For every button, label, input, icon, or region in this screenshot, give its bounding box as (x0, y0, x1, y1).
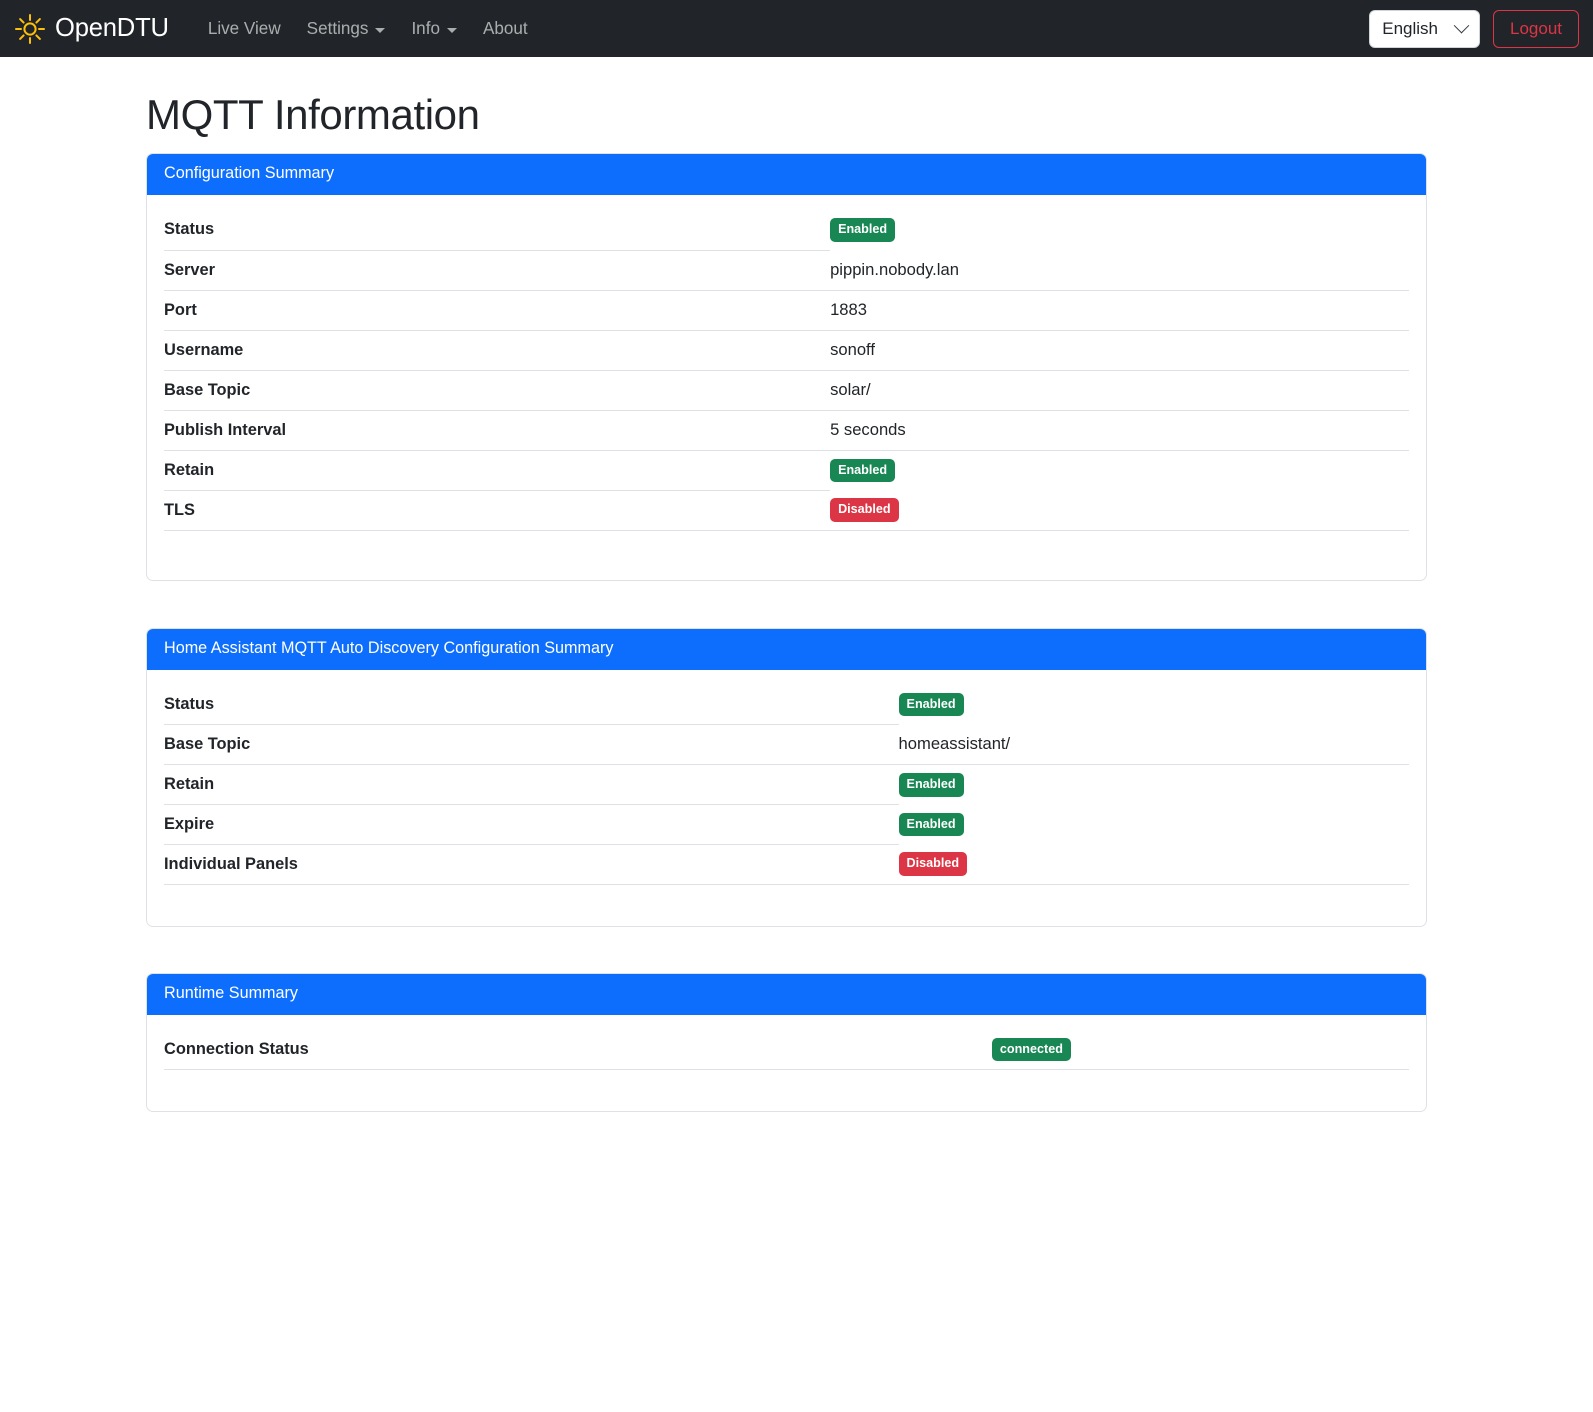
logout-button-label: Logout (1510, 18, 1562, 38)
card-bottom-padding (164, 1070, 1409, 1092)
nav-label-info: Info (411, 18, 440, 38)
card-bottom-padding (164, 885, 1409, 907)
status-badge: Enabled (898, 772, 964, 797)
card-spacer (0, 581, 1593, 628)
row-label: Server (164, 250, 831, 291)
row-value: Disabled (830, 490, 1409, 531)
row-value: Enabled (898, 685, 1409, 725)
row-label: Status (164, 684, 899, 726)
nav-item-info[interactable]: Info (398, 11, 470, 47)
table-row: Server pippin.nobody.lan (164, 250, 1409, 291)
table-row: Username sonoff (164, 330, 1409, 371)
status-badge: Enabled (830, 458, 896, 483)
home-assistant-summary-table: Status Enabled Base Topic homeassistant/… (164, 684, 1409, 886)
row-label: Status (164, 210, 831, 251)
row-value: Disabled (898, 844, 1409, 886)
row-label: Connection Status (164, 1029, 992, 1071)
card-header-home-assistant-summary: Home Assistant MQTT Auto Discovery Confi… (147, 628, 1426, 670)
row-label: Expire (164, 804, 899, 846)
language-select[interactable]: English (1369, 9, 1480, 48)
row-label: Port (164, 290, 831, 331)
table-row: Publish Interval 5 seconds (164, 410, 1409, 451)
row-label: Individual Panels (164, 844, 899, 886)
card-body-configuration-summary: Status Enabled Server pippin.nobody.lan … (147, 195, 1426, 580)
nav-links: Live View Settings Info About (195, 11, 541, 47)
table-row: Retain Enabled (164, 450, 1409, 491)
row-value: 5 seconds (830, 410, 1409, 451)
chevron-down-icon (1453, 17, 1470, 34)
card-runtime-summary: Runtime Summary Connection Status connec… (146, 973, 1427, 1113)
brand-link[interactable]: OpenDTU (14, 13, 169, 45)
status-badge: Disabled (830, 498, 899, 522)
table-row: Base Topic solar/ (164, 370, 1409, 411)
row-value: sonoff (830, 330, 1409, 371)
row-label: Base Topic (164, 370, 831, 411)
page-title: MQTT Information (146, 91, 480, 138)
card-bottom-padding (164, 531, 1409, 561)
row-label: Retain (164, 450, 831, 491)
navbar-right-group: English Logout (1369, 9, 1579, 48)
row-value: solar/ (830, 370, 1409, 411)
table-row: Status Enabled (164, 684, 1409, 726)
runtime-summary-table: Connection Status connected (164, 1029, 1409, 1071)
card-header-configuration-summary: Configuration Summary (147, 154, 1426, 196)
nav-link-live-view[interactable]: Live View (195, 11, 294, 47)
logout-button[interactable]: Logout (1493, 9, 1579, 48)
configuration-summary-table: Status Enabled Server pippin.nobody.lan … (164, 210, 1409, 531)
card-configuration-summary: Configuration Summary Status Enabled Ser… (146, 153, 1427, 581)
table-row: Individual Panels Disabled (164, 844, 1409, 886)
table-row: Base Topic homeassistant/ (164, 724, 1409, 766)
sun-icon (14, 13, 46, 45)
status-badge: connected (991, 1037, 1071, 1062)
row-value: Enabled (898, 765, 1409, 805)
row-label: Retain (164, 764, 899, 806)
chevron-down-icon (446, 28, 457, 33)
card-body-home-assistant-summary: Status Enabled Base Topic homeassistant/… (147, 670, 1426, 927)
row-value: Enabled (830, 450, 1409, 490)
status-badge: Enabled (898, 692, 964, 717)
nav-label-settings: Settings (306, 18, 369, 38)
table-row: TLS Disabled (164, 490, 1409, 531)
row-value: Enabled (898, 805, 1409, 845)
card-spacer (0, 927, 1593, 973)
status-badge: Enabled (830, 218, 896, 242)
top-navbar: OpenDTU Live View Settings Info About (0, 0, 1593, 57)
row-label: Publish Interval (164, 410, 831, 451)
row-value: Enabled (830, 210, 1409, 250)
row-label: TLS (164, 490, 831, 531)
row-value: pippin.nobody.lan (830, 250, 1409, 291)
row-label: Username (164, 330, 831, 371)
table-row: Expire Enabled (164, 804, 1409, 846)
language-select-value: English (1382, 18, 1438, 38)
table-row: Status Enabled (164, 210, 1409, 251)
nav-item-live-view[interactable]: Live View (195, 11, 294, 47)
nav-label-live-view: Live View (207, 18, 281, 38)
card-header-runtime-summary: Runtime Summary (147, 974, 1426, 1015)
table-row: Connection Status connected (164, 1029, 1409, 1071)
nav-item-settings[interactable]: Settings (294, 11, 399, 47)
table-row: Retain Enabled (164, 764, 1409, 806)
nav-link-about[interactable]: About (470, 11, 541, 47)
brand-label: OpenDTU (55, 13, 169, 42)
row-value: homeassistant/ (898, 724, 1409, 766)
row-value: connected (991, 1029, 1409, 1071)
row-value: 1883 (830, 290, 1409, 331)
page-content: MQTT Information Configuration Summary S… (0, 57, 1593, 1412)
card-home-assistant-summary: Home Assistant MQTT Auto Discovery Confi… (146, 627, 1427, 928)
nav-item-about[interactable]: About (470, 11, 541, 47)
page-bottom-space (0, 1112, 1593, 1412)
table-row: Port 1883 (164, 290, 1409, 331)
nav-label-about: About (482, 18, 528, 38)
card-body-runtime-summary: Connection Status connected (147, 1015, 1426, 1112)
chevron-down-icon (375, 28, 386, 33)
nav-link-info[interactable]: Info (398, 11, 470, 47)
status-badge: Disabled (898, 852, 968, 877)
nav-link-settings[interactable]: Settings (294, 11, 399, 47)
status-badge: Enabled (898, 812, 964, 837)
row-label: Base Topic (164, 724, 899, 766)
